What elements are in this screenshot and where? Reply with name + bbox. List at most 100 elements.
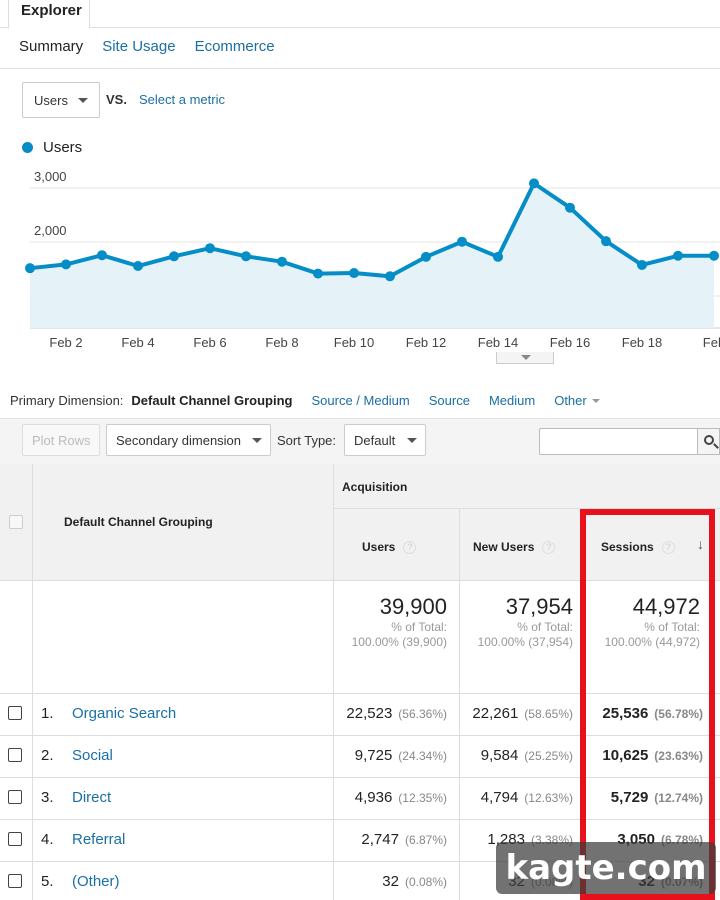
sort-descending-icon[interactable]: ↓ bbox=[697, 536, 704, 552]
row-channel-link[interactable]: (Other) bbox=[72, 873, 120, 890]
data-point[interactable] bbox=[529, 178, 539, 189]
data-point[interactable] bbox=[313, 268, 323, 279]
users-percent: (56.36%) bbox=[398, 707, 447, 721]
new-users-percent: (58.65%) bbox=[524, 707, 573, 721]
row-channel-link[interactable]: Direct bbox=[72, 789, 112, 806]
users-value: 4,936 (12.35%) bbox=[355, 789, 447, 806]
sessions-value: 10,625 (23.63%) bbox=[602, 747, 703, 764]
data-point[interactable] bbox=[601, 236, 611, 247]
row-channel-link[interactable]: Social bbox=[72, 747, 113, 764]
data-point[interactable] bbox=[25, 263, 35, 274]
chart-resize-handle[interactable] bbox=[496, 352, 554, 364]
new-users-percent: (12.63%) bbox=[524, 791, 573, 805]
new-users-header-cell[interactable] bbox=[460, 509, 586, 581]
data-point[interactable] bbox=[97, 250, 107, 261]
subtab-site-usage[interactable]: Site Usage bbox=[102, 38, 176, 55]
caret-down-icon bbox=[252, 438, 262, 443]
row-number: 1. bbox=[41, 705, 54, 722]
sessions-value: 5,729 (12.74%) bbox=[611, 789, 703, 806]
sessions-value: 25,536 (56.78%) bbox=[602, 705, 703, 722]
row-checkbox[interactable] bbox=[8, 790, 22, 804]
sessions-total: 44,972 % of Total: 100.00% (44,972) bbox=[605, 594, 700, 650]
row-checkbox[interactable] bbox=[8, 706, 22, 720]
new-users-column-title[interactable]: New Users? bbox=[473, 540, 556, 554]
sessions-column-title[interactable]: Sessions? bbox=[601, 540, 675, 554]
sessions-total-pct-value: 100.00% (44,972) bbox=[604, 635, 700, 649]
sessions-header-cell[interactable] bbox=[586, 509, 720, 581]
table-row bbox=[33, 736, 334, 778]
help-icon[interactable]: ? bbox=[403, 540, 417, 554]
tab-bar: Explorer bbox=[0, 0, 720, 29]
users-total: 39,900 % of Total: 100.00% (39,900) bbox=[352, 594, 447, 650]
data-point[interactable] bbox=[493, 251, 503, 262]
data-point[interactable] bbox=[421, 251, 431, 262]
users-percent: (24.34%) bbox=[398, 749, 447, 763]
data-point[interactable] bbox=[205, 243, 215, 254]
totals-label-cell bbox=[33, 581, 334, 694]
sessions-total-cell bbox=[586, 581, 720, 694]
search-button[interactable] bbox=[697, 428, 720, 455]
users-header-cell[interactable] bbox=[334, 509, 460, 581]
table-row bbox=[33, 820, 334, 862]
select-metric-link[interactable]: Select a metric bbox=[139, 92, 225, 107]
data-point[interactable] bbox=[385, 271, 395, 282]
dimension-source-medium[interactable]: Source / Medium bbox=[311, 393, 410, 408]
table-search-input[interactable] bbox=[539, 428, 699, 455]
search-icon bbox=[704, 435, 714, 445]
data-point[interactable] bbox=[457, 236, 467, 247]
users-column-title[interactable]: Users? bbox=[362, 540, 417, 554]
header-checkbox-cell bbox=[0, 464, 33, 581]
data-point[interactable] bbox=[565, 202, 575, 213]
row-checkbox[interactable] bbox=[8, 748, 22, 762]
new-users-number: 9,584 bbox=[480, 747, 519, 764]
help-icon[interactable]: ? bbox=[661, 540, 675, 554]
x-tick-label: Feb 10 bbox=[334, 335, 374, 350]
metric-dropdown[interactable]: Users bbox=[22, 82, 100, 118]
users-percent: (6.87%) bbox=[404, 833, 447, 847]
data-point[interactable] bbox=[61, 259, 71, 270]
x-tick-label: Feb 2 bbox=[49, 335, 82, 350]
sessions-percent: (12.74%) bbox=[654, 791, 703, 805]
users-cell bbox=[334, 694, 460, 736]
row-number: 5. bbox=[41, 873, 54, 890]
secondary-dimension-dropdown[interactable]: Secondary dimension bbox=[106, 424, 271, 456]
dimension-source[interactable]: Source bbox=[428, 393, 470, 408]
help-icon[interactable]: ? bbox=[542, 540, 556, 554]
sort-type-dropdown[interactable]: Default bbox=[344, 424, 426, 456]
row-checkbox[interactable] bbox=[8, 832, 22, 846]
dimension-other-label: Other bbox=[554, 393, 587, 408]
dimension-other-dropdown[interactable]: Other bbox=[554, 393, 600, 408]
acquisition-header-cell bbox=[334, 464, 720, 509]
data-point[interactable] bbox=[637, 259, 647, 270]
users-number: 4,936 bbox=[354, 789, 393, 806]
row-checkbox-cell bbox=[0, 694, 33, 736]
data-point[interactable] bbox=[169, 251, 179, 262]
users-value: 9,725 (24.34%) bbox=[355, 747, 447, 764]
data-point[interactable] bbox=[709, 250, 719, 261]
data-point[interactable] bbox=[241, 251, 251, 262]
sessions-column-label: Sessions bbox=[601, 540, 654, 554]
new-users-percent: (25.25%) bbox=[524, 749, 573, 763]
data-point[interactable] bbox=[133, 261, 143, 272]
dimension-medium[interactable]: Medium bbox=[488, 393, 536, 408]
subtab-summary[interactable]: Summary bbox=[19, 38, 84, 55]
select-all-checkbox[interactable] bbox=[9, 515, 23, 529]
users-value: 32 (0.08%) bbox=[382, 873, 447, 890]
data-point[interactable] bbox=[277, 256, 287, 267]
row-channel-link[interactable]: Referral bbox=[72, 831, 126, 848]
plot-rows-button[interactable]: Plot Rows bbox=[22, 424, 100, 456]
users-cell bbox=[334, 862, 460, 900]
subtab-ecommerce[interactable]: Ecommerce bbox=[194, 38, 275, 55]
data-point[interactable] bbox=[673, 250, 683, 261]
row-channel-link[interactable]: Organic Search bbox=[72, 705, 177, 722]
row-checkbox[interactable] bbox=[8, 874, 22, 888]
sort-type-label: Sort Type: bbox=[277, 433, 337, 448]
data-point[interactable] bbox=[349, 268, 359, 279]
row-checkbox-cell bbox=[0, 820, 33, 862]
table-row bbox=[33, 778, 334, 820]
users-number: 9,725 bbox=[354, 747, 393, 764]
tab-explorer[interactable]: Explorer bbox=[8, 0, 90, 29]
x-tick-label: Feb 14 bbox=[478, 335, 518, 350]
dimension-column-title[interactable]: Default Channel Grouping bbox=[64, 515, 213, 529]
